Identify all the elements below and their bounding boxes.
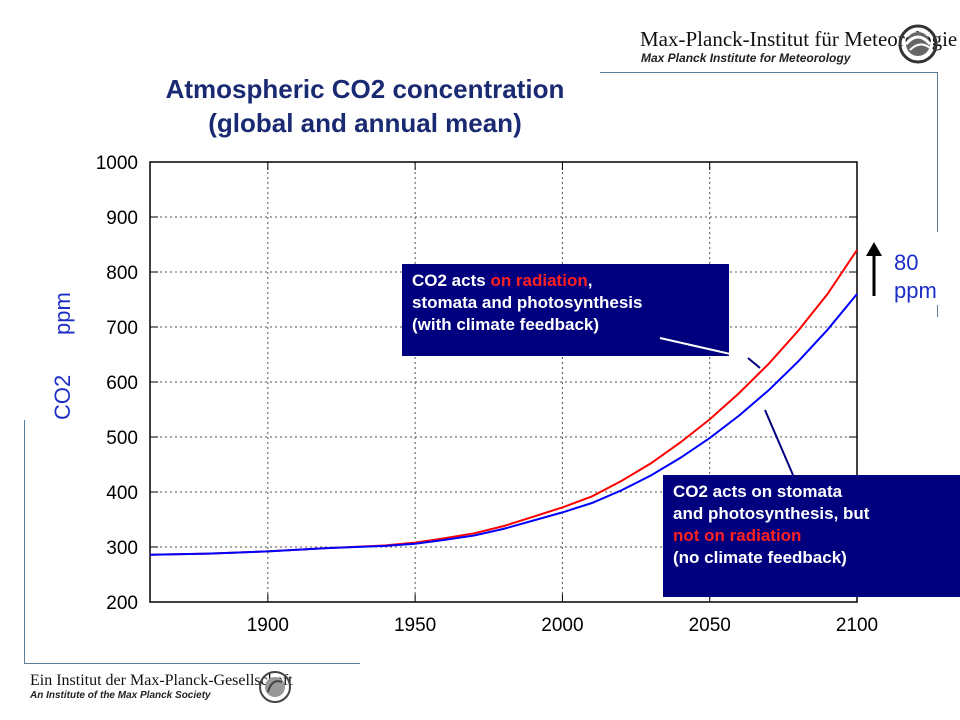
chart-title-line1: Atmospheric CO2 concentration (165, 74, 565, 104)
annotation-top-highlight: on radiation (490, 271, 588, 290)
annotation-with-feedback: CO2 acts on radiation, stomata and photo… (402, 264, 729, 356)
x-tick-label: 2000 (541, 615, 583, 636)
annotation-bottom-line2: and photosynthesis, but (673, 504, 870, 523)
frame-line-right (937, 72, 938, 232)
annotation-top-prefix: CO2 acts (412, 271, 491, 290)
y-tick-label: 300 (106, 538, 138, 559)
frame-line-left (24, 420, 25, 663)
annotation-top-line2: stomata and photosynthesis (412, 293, 643, 312)
up-arrow-icon (866, 242, 882, 296)
annotation-bottom-line1: CO2 acts on stomata (673, 482, 843, 501)
annotation-top-line3: (with climate feedback) (412, 315, 600, 334)
y-tick-label: 200 (106, 593, 138, 614)
x-tick-label: 1950 (394, 615, 436, 636)
institute-name-english: Max Planck Institute for Meteorology (641, 51, 851, 65)
y-tick-label: 500 (106, 428, 138, 449)
annotation-bottom-line4: (no climate feedback) (673, 548, 847, 567)
society-name-english: An Institute of the Max Planck Society (30, 690, 211, 701)
rise-annotation: 80 ppm (894, 249, 937, 305)
y-tick-label: 900 (106, 208, 138, 229)
y-tick-label: 400 (106, 483, 138, 504)
y-tick-label: 800 (106, 263, 138, 284)
x-tick-label: 2100 (836, 615, 878, 636)
frame-line-bottom (24, 663, 360, 664)
x-tick-label: 2050 (689, 615, 731, 636)
society-name-german: Ein Institut der Max-Planck-Gesellschaft (30, 672, 293, 689)
chart-title: Atmospheric CO2 concentration (global an… (80, 72, 650, 140)
chart-title-line2: (global and annual mean) (208, 108, 522, 138)
series-line-no-feedback (149, 293, 858, 556)
y-tick-label: 600 (106, 373, 138, 394)
y-tick-label: 1000 (96, 153, 138, 174)
rise-unit: ppm (894, 278, 937, 303)
frame-line-top (600, 72, 938, 73)
rise-value: 80 (894, 250, 919, 275)
plot-area-frame (149, 161, 858, 603)
frame-line-right-lower (937, 305, 938, 317)
annotation-no-feedback: CO2 acts on stomata and photosynthesis, … (663, 475, 960, 597)
y-tick-label: 700 (106, 318, 138, 339)
max-planck-meteorology-logo-icon (898, 24, 938, 64)
minerva-logo-icon (259, 671, 291, 703)
x-tick-label: 1900 (247, 615, 289, 636)
annotation-top-comma: , (587, 271, 593, 290)
annotation-bottom-highlight: not on radiation (673, 526, 802, 545)
